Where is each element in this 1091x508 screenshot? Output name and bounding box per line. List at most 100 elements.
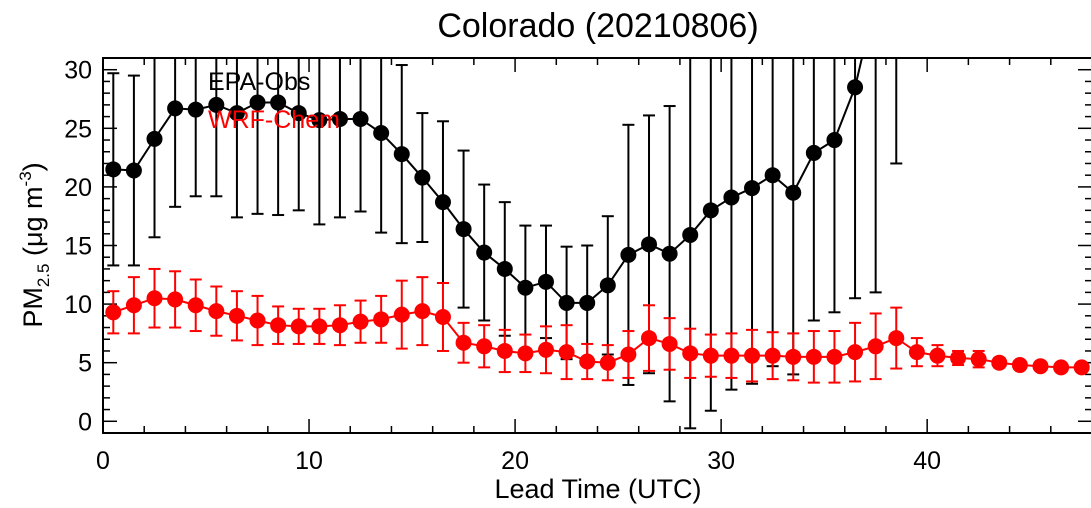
y-axis-label-subscript: 2.5 [34, 264, 53, 288]
legend: EPA-Obs WRF-Chem [208, 68, 340, 134]
data-point [785, 184, 802, 201]
data-point [764, 347, 781, 364]
y-tick-label: 30 [64, 57, 92, 85]
data-point [311, 318, 328, 335]
data-point [311, 112, 328, 129]
data-point [373, 311, 390, 328]
plot-frame [102, 57, 1091, 434]
data-point [661, 245, 678, 262]
data-point [702, 347, 719, 364]
data-point [867, 338, 884, 355]
data-point [228, 105, 245, 122]
data-point [991, 354, 1008, 371]
plot-area [105, 58, 1090, 430]
data-point [929, 347, 946, 364]
data-point [537, 341, 554, 358]
data-point [558, 344, 575, 361]
data-point [908, 344, 925, 361]
y-axis-label-unit: (μg m [18, 186, 48, 263]
data-point [579, 294, 596, 311]
data-point [826, 348, 843, 365]
y-tick-label: 25 [64, 115, 92, 143]
data-point [970, 351, 987, 368]
data-point [105, 304, 122, 321]
data-point [434, 194, 451, 211]
data-point [373, 125, 390, 141]
data-point [1073, 359, 1090, 376]
data-point [805, 348, 822, 365]
data-point [167, 100, 184, 117]
data-point [290, 105, 307, 122]
data-point [352, 313, 369, 330]
data-point [599, 354, 616, 371]
data-point [764, 167, 781, 184]
data-point [352, 110, 369, 127]
data-point [455, 221, 472, 238]
data-point [847, 344, 864, 361]
data-point [434, 308, 451, 325]
data-point [167, 291, 184, 308]
data-point [517, 279, 534, 296]
data-point [331, 110, 348, 127]
data-point [455, 334, 472, 351]
data-point [187, 297, 204, 314]
data-point [599, 277, 616, 294]
data-point [249, 312, 266, 329]
data-point [558, 294, 575, 311]
x-tick-label: 40 [913, 447, 941, 475]
series-epa-obs [105, 58, 903, 430]
data-point [1011, 357, 1028, 374]
data-point [476, 244, 493, 261]
data-point [496, 342, 513, 359]
y-tick-label: 0 [78, 408, 92, 436]
data-point [393, 306, 410, 323]
data-point [847, 79, 864, 96]
y-tick-label: 5 [78, 350, 92, 378]
data-point [1053, 359, 1070, 376]
data-point [270, 317, 287, 334]
x-tick-label: 10 [295, 447, 323, 475]
legend-entry: EPA-Obs [208, 68, 310, 96]
data-point [702, 202, 719, 219]
data-point [682, 345, 699, 362]
data-point [579, 353, 596, 370]
legend-entry: WRF-Chem [208, 106, 340, 134]
data-point [496, 260, 513, 277]
data-point [476, 338, 493, 355]
data-point [641, 330, 658, 347]
chart-title: Colorado (20210806) [437, 7, 758, 45]
data-point [641, 236, 658, 253]
data-point [517, 345, 534, 362]
data-point [744, 180, 761, 197]
data-point [888, 330, 905, 347]
data-point [228, 307, 245, 324]
y-axis-label-superscript: -3 [16, 171, 35, 186]
data-point [744, 347, 761, 364]
axis-ticks: 0 10 20 30 40 0 5 10 15 20 25 30 [64, 57, 1091, 475]
data-point [785, 348, 802, 365]
data-point [950, 350, 967, 366]
y-tick-label: 20 [64, 174, 92, 202]
series-wrf-chem [105, 267, 1090, 384]
data-point [723, 347, 740, 364]
data-point [826, 132, 843, 149]
data-point [208, 96, 225, 113]
y-axis-label-prefix: PM [18, 287, 48, 328]
y-axis-label: PM2.5 (μg m-3) [16, 162, 53, 327]
data-point [805, 144, 822, 161]
x-tick-label: 0 [96, 447, 110, 475]
data-point [723, 189, 740, 206]
data-point [620, 246, 637, 263]
data-point [661, 335, 678, 352]
x-tick-label: 30 [707, 447, 735, 475]
data-point [270, 94, 287, 111]
data-point [125, 297, 142, 314]
data-point [290, 318, 307, 335]
y-tick-label: 15 [64, 233, 92, 261]
data-point [537, 273, 554, 290]
data-point [187, 101, 204, 118]
y-axis-label-close: ) [18, 162, 48, 171]
data-point [125, 162, 142, 179]
data-point [208, 303, 225, 320]
